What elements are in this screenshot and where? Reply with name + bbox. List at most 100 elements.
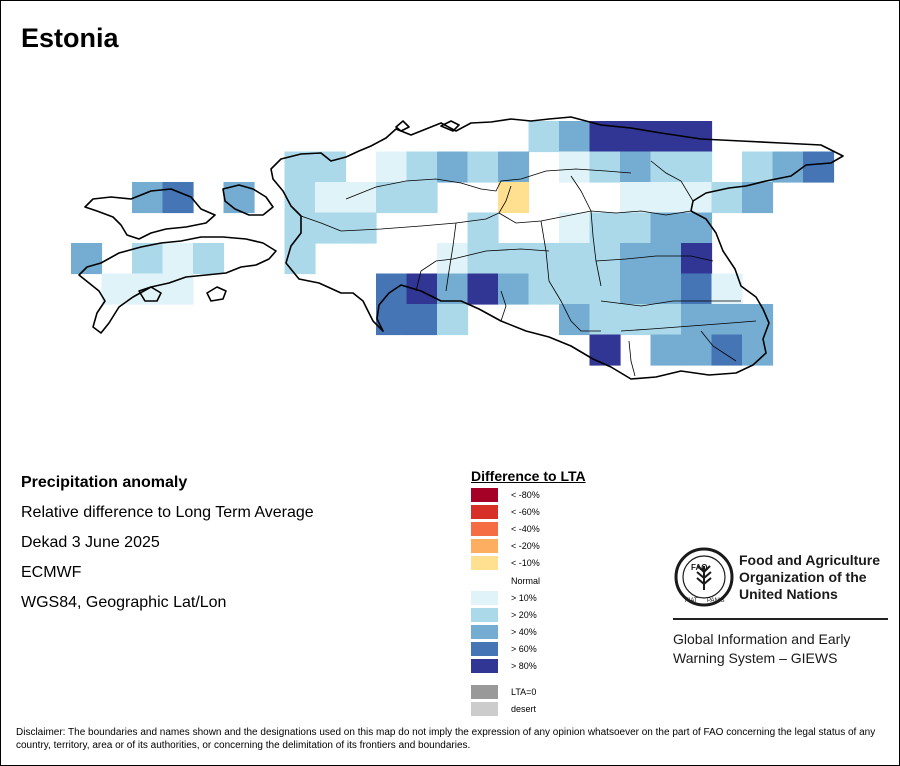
- fao-logo-panis: PANIS: [707, 598, 725, 604]
- anomaly-cell: [376, 304, 408, 336]
- legend-title: Difference to LTA: [471, 468, 586, 484]
- anomaly-cell: [711, 304, 743, 336]
- anomaly-cell: [589, 212, 621, 244]
- giews-name: Global Information and Early Warning Sys…: [673, 630, 850, 668]
- anomaly-cell: [650, 334, 682, 366]
- legend-swatch: [471, 659, 498, 673]
- anomaly-cell: [528, 273, 560, 305]
- county-boundaries: [300, 160, 757, 377]
- anomaly-cell: [559, 273, 591, 305]
- country-outline: [78, 116, 844, 380]
- anomaly-cell: [742, 304, 774, 336]
- anomaly-cell: [681, 334, 713, 366]
- anomaly-cell: [711, 273, 743, 305]
- anomaly-cell: [437, 151, 469, 183]
- legend-label: < -40%: [511, 524, 540, 534]
- anomaly-cell: [437, 304, 469, 336]
- giews-line2: Warning System – GIEWS: [673, 650, 838, 666]
- anomaly-cell: [284, 212, 316, 244]
- anomaly-cell: [711, 334, 743, 366]
- giews-line1: Global Information and Early: [673, 631, 851, 647]
- info-period: Dekad 3 June 2025: [21, 534, 160, 551]
- anomaly-cell: [315, 151, 347, 183]
- anomaly-cell: [742, 182, 774, 214]
- legend-swatch: [471, 625, 498, 639]
- anomaly-cell: [620, 121, 652, 153]
- anomaly-cell: [528, 121, 560, 153]
- anomaly-cell: [589, 151, 621, 183]
- anomaly-cell: [559, 151, 591, 183]
- anomaly-cell: [559, 304, 591, 336]
- precipitation-map: [71, 116, 844, 380]
- anomaly-cell: [467, 151, 499, 183]
- anomaly-cell: [650, 212, 682, 244]
- map-info: Precipitation anomaly Relative differenc…: [21, 471, 314, 621]
- anomaly-cell: [101, 273, 133, 305]
- legend-swatch: [471, 702, 498, 716]
- anomaly-cell: [406, 151, 438, 183]
- anomaly-cell: [162, 243, 194, 275]
- legend-label: desert: [511, 704, 537, 714]
- legend-swatch: [471, 539, 498, 553]
- divider: [673, 618, 888, 620]
- anomaly-cell: [71, 243, 103, 275]
- legend-swatch: [471, 556, 498, 570]
- anomaly-cell: [528, 243, 560, 275]
- legend-label: > 80%: [511, 661, 537, 671]
- anomaly-cell: [589, 273, 621, 305]
- anomaly-cell: [559, 243, 591, 275]
- legend-label: > 10%: [511, 593, 537, 603]
- legend-swatch: [471, 608, 498, 622]
- anomaly-cell: [681, 151, 713, 183]
- legend-items: < -80% < -60% < -40% < -20% < -10% Normal > 10…: [471, 488, 591, 728]
- info-heading: Precipitation anomaly: [21, 474, 188, 491]
- info-description: Relative difference to Long Term Average: [21, 504, 314, 521]
- anomaly-cell: [406, 182, 438, 214]
- legend-label: > 20%: [511, 610, 537, 620]
- map-title: Estonia: [21, 23, 119, 53]
- anomaly-cell: [559, 121, 591, 153]
- anomaly-cell: [162, 273, 194, 305]
- anomaly-cell: [406, 304, 438, 336]
- fao-logo-icon: FAO FIAT PANIS: [674, 547, 734, 607]
- legend-swatch: [471, 505, 498, 519]
- anomaly-cell: [284, 243, 316, 275]
- anomaly-cell: [559, 212, 591, 244]
- anomaly-cell: [620, 182, 652, 214]
- legend-label: < -20%: [511, 541, 540, 551]
- anomaly-cell: [406, 273, 438, 305]
- anomaly-cell: [498, 243, 530, 275]
- anomaly-cell: [467, 243, 499, 275]
- anomaly-grid: [71, 121, 835, 366]
- anomaly-cell: [498, 273, 530, 305]
- anomaly-cell: [437, 273, 469, 305]
- info-source: ECMWF: [21, 564, 82, 581]
- anomaly-cell: [132, 182, 164, 214]
- legend-label: LTA=0: [511, 687, 537, 697]
- anomaly-cell: [620, 243, 652, 275]
- legend-swatch: [471, 685, 498, 699]
- anomaly-cell: [284, 182, 316, 214]
- anomaly-cell: [681, 243, 713, 275]
- anomaly-cell: [467, 273, 499, 305]
- fao-name-line1: Food and Agriculture: [739, 552, 881, 568]
- anomaly-cell: [376, 182, 408, 214]
- anomaly-cell: [162, 182, 194, 214]
- anomaly-cell: [620, 151, 652, 183]
- anomaly-cell: [681, 182, 713, 214]
- anomaly-cell: [498, 182, 530, 214]
- anomaly-cell: [650, 304, 682, 336]
- legend-label: < -10%: [511, 558, 540, 568]
- anomaly-cell: [650, 182, 682, 214]
- anomaly-cell: [650, 243, 682, 275]
- legend: Difference to LTA < -80% < -60% < -40% < -2…: [471, 468, 591, 728]
- anomaly-cell: [315, 212, 347, 244]
- legend-swatch: [471, 488, 498, 502]
- fao-logo-letter-f: FAO: [691, 563, 707, 572]
- anomaly-cell: [620, 273, 652, 305]
- fao-name-line2: Organization of the: [739, 569, 867, 585]
- legend-swatch: [471, 591, 498, 605]
- anomaly-cell: [650, 121, 682, 153]
- fao-logo-fiat: FIAT: [685, 598, 698, 604]
